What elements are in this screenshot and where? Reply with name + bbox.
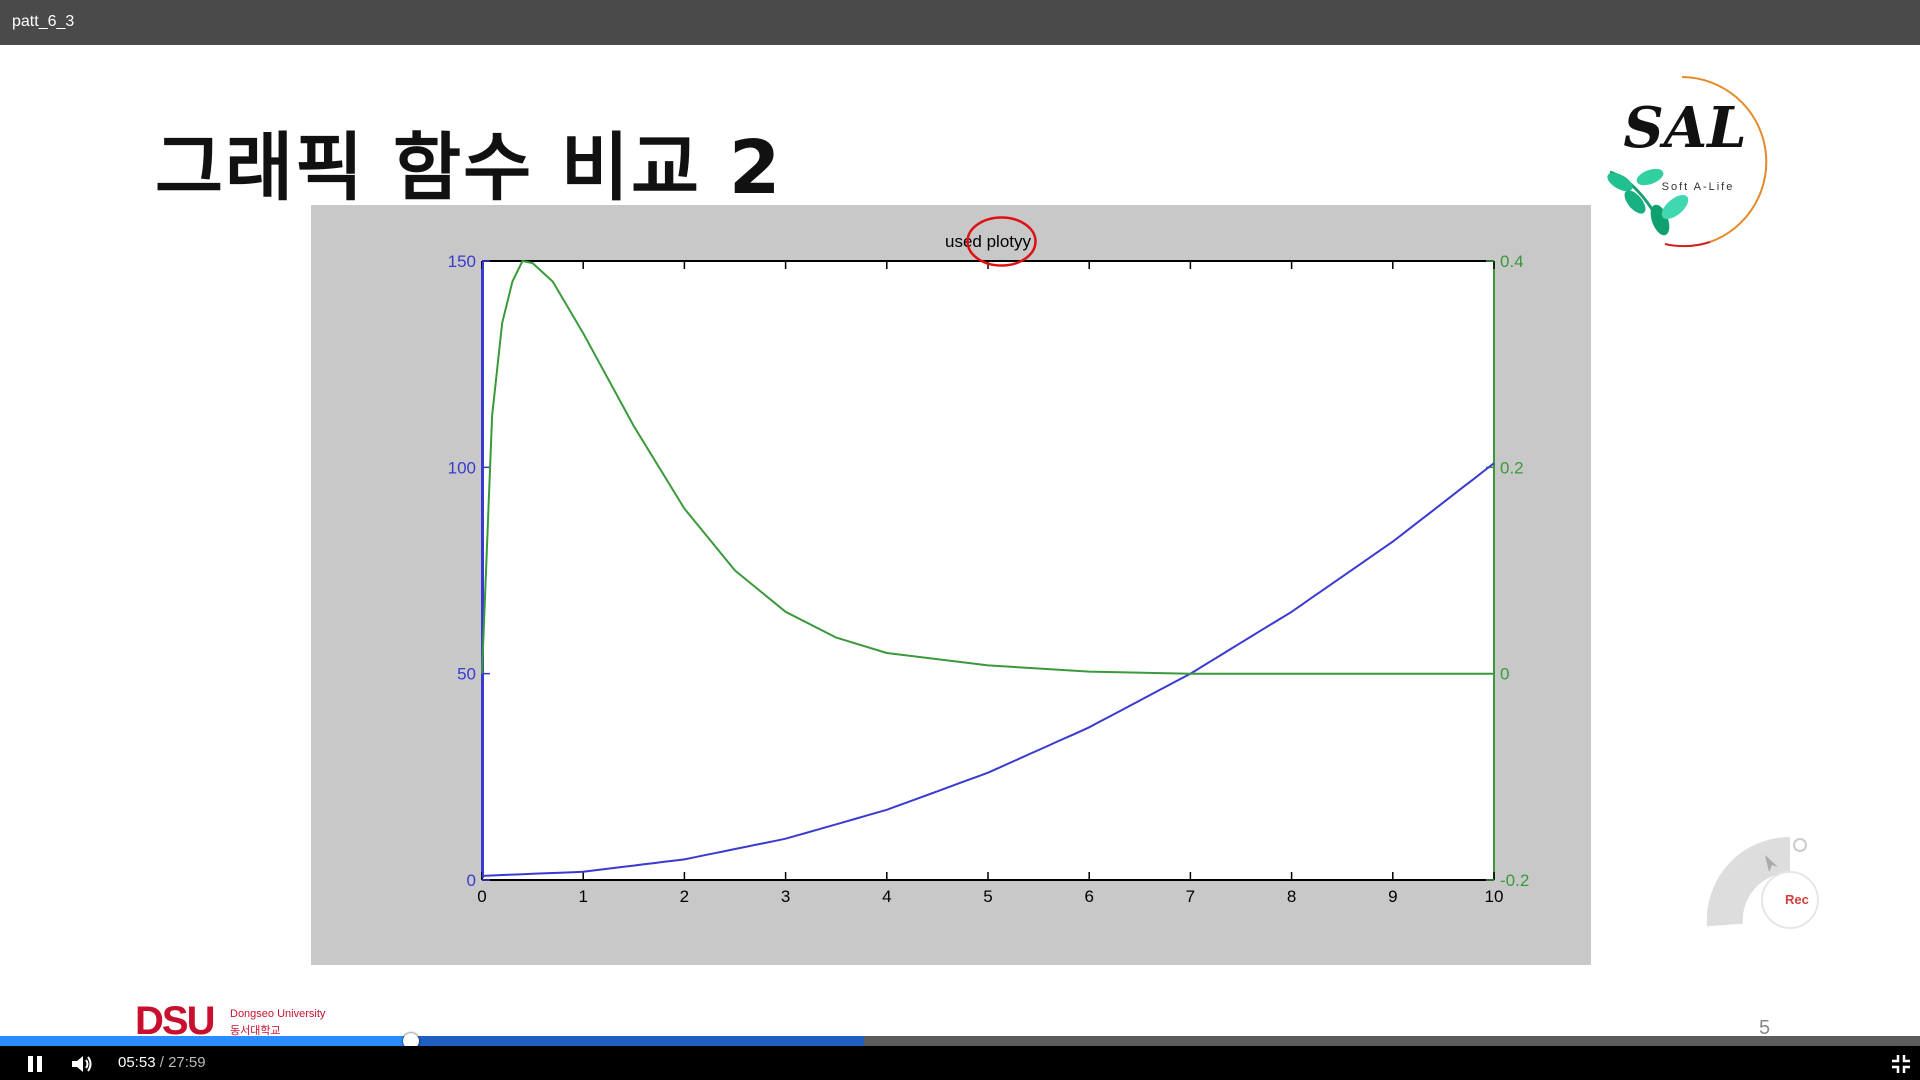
series-line-left (481, 462, 1495, 877)
x-tick-label: 2 (680, 887, 689, 906)
seek-handle[interactable] (403, 1033, 420, 1049)
red-annotation-circle (966, 216, 1037, 267)
left-y-tick-label: 50 (457, 665, 476, 684)
played-progress (0, 1036, 412, 1046)
recording-widget[interactable]: Rec (1705, 810, 1855, 960)
volume-icon[interactable] (70, 1053, 92, 1075)
pause-icon[interactable] (24, 1053, 46, 1075)
right-y-tick-label: 0 (1500, 665, 1509, 684)
time-separator: / (155, 1054, 169, 1071)
logo-subtext: Soft A-Life (1662, 181, 1735, 193)
series-line-right (481, 260, 1494, 675)
left-y-tick-label: 100 (448, 458, 476, 477)
time-display: 05:53 / 27:59 (118, 1054, 206, 1071)
x-tick-label: 3 (781, 887, 790, 906)
x-tick-label: 5 (983, 887, 992, 906)
right-y-tick-label: -0.2 (1500, 871, 1529, 890)
x-tick-label: 7 (1186, 887, 1195, 906)
slide-title: 그래픽 함수 비교 2 (155, 125, 783, 211)
chart-title: used plotyy (945, 232, 1031, 251)
seek-bar[interactable] (0, 1033, 1920, 1049)
x-tick-label: 8 (1287, 887, 1296, 906)
university-name-en: Dongseo University (230, 1008, 326, 1020)
total-time: 27:59 (168, 1054, 206, 1071)
x-tick-label: 1 (578, 887, 587, 906)
window-title: patt_6_3 (12, 13, 75, 30)
player-controls: 05:53 / 27:59 (0, 1046, 1920, 1080)
current-time: 05:53 (118, 1054, 156, 1071)
right-y-tick-label: 0.4 (1500, 252, 1524, 271)
x-tick-label: 0 (477, 887, 486, 906)
rec-button[interactable]: Rec (1785, 892, 1809, 907)
dsu-logo: DSU Dongseo University 동서대학교 (135, 999, 375, 1043)
x-tick-label: 4 (882, 887, 891, 906)
sal-logo: SAL Soft A-Life (1590, 72, 1775, 257)
window-title-bar: patt_6_3 (0, 0, 1920, 45)
x-tick-label: 9 (1388, 887, 1397, 906)
left-y-tick-label: 150 (448, 252, 476, 271)
slide-page-number: 5 (1759, 1017, 1771, 1039)
logo-text: SAL (1623, 95, 1746, 161)
x-tick-label: 6 (1084, 887, 1093, 906)
matlab-figure: 0 1 2 3 4 5 6 7 8 9 10 0 50 100 150 -0.2 0 0.2 0.4 used plo… (311, 205, 1591, 965)
x-tick-label: 10 (1485, 887, 1504, 906)
university-name-kr: 동서대학교 (230, 1024, 281, 1037)
left-y-tick-label: 0 (467, 871, 476, 890)
buffered-progress (0, 1036, 864, 1046)
dsu-mark: DSU (135, 999, 215, 1043)
exit-fullscreen-icon[interactable] (1890, 1053, 1912, 1075)
plot-area (482, 261, 1494, 880)
right-y-tick-label: 0.2 (1500, 458, 1524, 477)
